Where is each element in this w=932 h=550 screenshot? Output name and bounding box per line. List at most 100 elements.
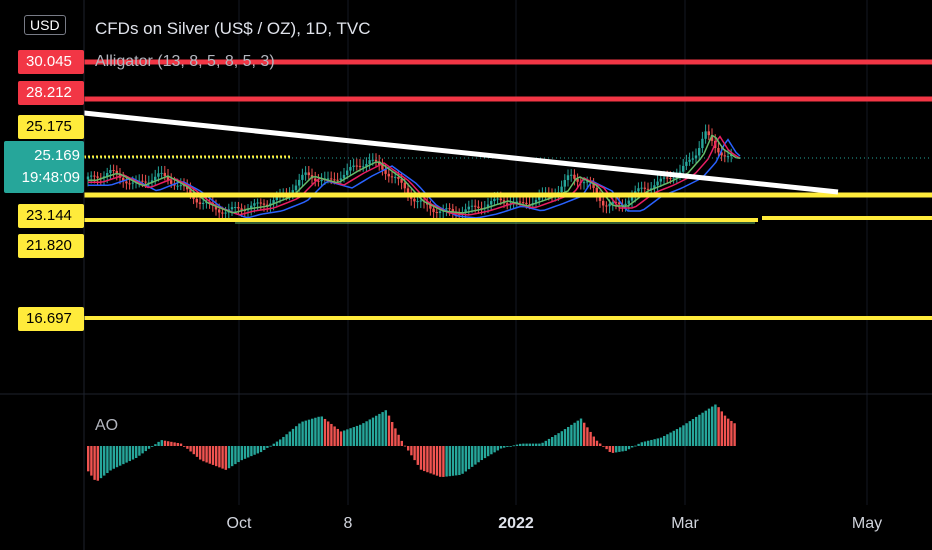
ao-bar-114 xyxy=(451,446,455,476)
candle-body-129 xyxy=(499,198,502,201)
ao-bar-67 xyxy=(301,421,304,446)
ao-bar-146 xyxy=(554,435,557,446)
candle-body-122 xyxy=(477,206,480,209)
candle-body-180 xyxy=(662,177,666,179)
candle-body-81 xyxy=(346,170,349,175)
candle-body-163 xyxy=(608,203,611,207)
ao-bar-119 xyxy=(467,446,471,470)
ao-bar-201 xyxy=(730,420,733,446)
ao-bar-161 xyxy=(602,446,605,447)
ao-bar-125 xyxy=(487,446,490,457)
ao-bar-76 xyxy=(330,423,333,446)
candle-body-24 xyxy=(163,172,166,177)
ao-bar-64 xyxy=(291,428,295,446)
price-label-23-144: 23.144 xyxy=(18,204,84,228)
price-label-25-175: 25.175 xyxy=(18,115,84,139)
candle-body-34 xyxy=(195,198,198,203)
ao-bar-54 xyxy=(259,446,263,453)
ao-bar-59 xyxy=(275,441,279,446)
ao-bar-10 xyxy=(119,446,122,466)
ao-bar-45 xyxy=(231,446,234,467)
ao-bar-194 xyxy=(707,408,711,446)
price-label-21-820: 21.820 xyxy=(18,234,84,258)
ao-bar-111 xyxy=(442,446,445,477)
ao-bar-110 xyxy=(439,446,442,477)
candle-body-96 xyxy=(394,176,397,178)
candle-body-13 xyxy=(128,183,131,185)
candle-body-94 xyxy=(387,173,390,177)
candle-body-121 xyxy=(474,205,477,207)
ao-bar-136 xyxy=(522,443,525,446)
candle-body-18 xyxy=(144,181,147,183)
candle-body-55 xyxy=(262,203,266,205)
ao-bar-160 xyxy=(599,443,602,446)
ao-bar-62 xyxy=(285,434,288,446)
ao-legend[interactable]: AO xyxy=(95,417,119,434)
ao-bar-31 xyxy=(186,446,189,449)
ao-bar-155 xyxy=(583,422,586,446)
candle-body-12 xyxy=(125,181,128,184)
ao-bar-68 xyxy=(304,420,307,446)
candle-body-188 xyxy=(688,159,691,162)
candle-body-11 xyxy=(122,177,125,182)
indicator-legend[interactable]: Alligator (13, 8, 5, 8, 5, 3) xyxy=(95,53,275,70)
candle-body-95 xyxy=(390,176,394,178)
candle-body-82 xyxy=(349,166,352,171)
ao-bar-181 xyxy=(666,434,669,446)
candle-body-109 xyxy=(435,212,438,214)
ao-bar-53 xyxy=(256,446,259,454)
horizontal-levels[interactable] xyxy=(83,59,932,320)
candle-body-179 xyxy=(659,178,662,182)
ao-bar-66 xyxy=(298,423,301,446)
ao-bar-129 xyxy=(499,446,503,449)
ao-bar-174 xyxy=(643,441,647,446)
ao-bar-182 xyxy=(669,432,672,446)
ao-bar-65 xyxy=(295,426,298,446)
ao-bar-122 xyxy=(477,446,480,463)
candle-body-67 xyxy=(301,174,304,180)
candle-body-159 xyxy=(595,187,598,195)
candle-body-84 xyxy=(355,165,358,167)
ao-bar-58 xyxy=(272,443,275,446)
ao-bar-90 xyxy=(375,415,378,446)
candle-body-6 xyxy=(106,173,109,177)
ao-bar-169 xyxy=(627,446,631,450)
chart-grid xyxy=(238,0,868,505)
candle-body-40 xyxy=(214,205,218,210)
candle-body-87 xyxy=(365,164,368,167)
candle-body-72 xyxy=(317,180,320,182)
candle-body-103 xyxy=(416,201,419,203)
candle-body-20 xyxy=(150,180,154,183)
ao-bar-29 xyxy=(179,443,183,446)
candle-body-45 xyxy=(230,207,234,210)
candle-body-148 xyxy=(560,186,563,193)
ao-bar-73 xyxy=(320,416,323,446)
candle-body-29 xyxy=(179,185,182,187)
candle-body-113 xyxy=(448,208,451,210)
ao-bar-55 xyxy=(263,446,266,451)
candle-body-165 xyxy=(614,202,618,204)
alligator-teeth-line xyxy=(88,135,741,216)
x-tick-mar: Mar xyxy=(671,515,699,532)
candle-body-175 xyxy=(646,188,650,190)
candle-body-134 xyxy=(515,201,518,203)
ao-bar-39 xyxy=(211,446,215,465)
ao-bar-145 xyxy=(551,437,554,446)
candle-body-22 xyxy=(157,173,160,177)
trend-line xyxy=(83,110,839,195)
ao-bar-18 xyxy=(144,446,147,452)
candle-body-155 xyxy=(582,182,586,184)
ao-bar-108 xyxy=(432,446,435,475)
candle-body-197 xyxy=(717,148,720,153)
candle-body-152 xyxy=(573,174,576,179)
ao-bar-35 xyxy=(199,446,202,460)
ao-bar-77 xyxy=(333,426,336,446)
candle-body-53 xyxy=(256,202,259,204)
ao-bar-47 xyxy=(237,446,240,463)
candle-body-110 xyxy=(438,211,442,213)
ao-bar-8 xyxy=(112,446,115,469)
currency-badge[interactable]: USD xyxy=(24,15,66,35)
symbol-title[interactable]: CFDs on Silver (US$ / OZ), 1D, TVC xyxy=(95,19,371,38)
candle-body-91 xyxy=(378,161,381,165)
